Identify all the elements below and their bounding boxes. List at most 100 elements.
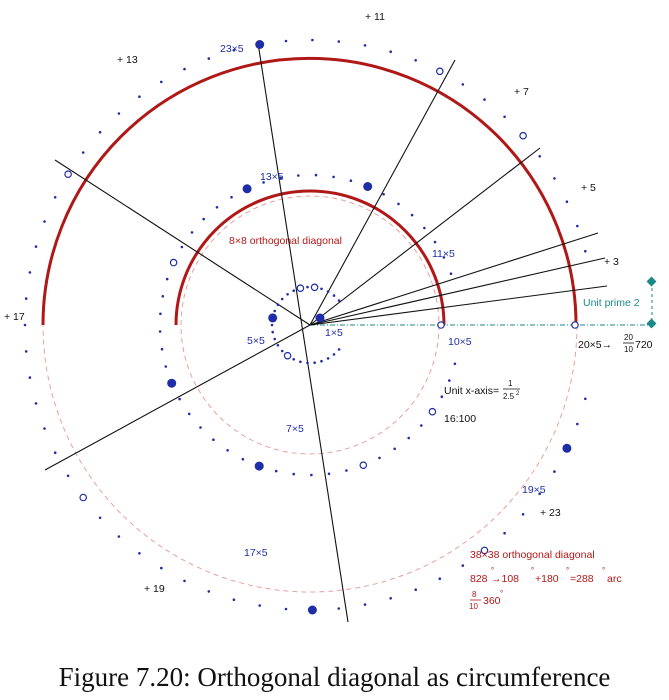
spiral-dot bbox=[438, 577, 442, 580]
diagonal-line bbox=[309, 147, 541, 326]
spiral-dot bbox=[576, 224, 579, 228]
spiral-dot-open bbox=[64, 170, 72, 179]
spiral-dot bbox=[180, 245, 184, 249]
product-label: 17×5 bbox=[244, 547, 268, 559]
spiral-dot bbox=[440, 395, 444, 399]
unit-prime-marker-bottom bbox=[646, 318, 657, 329]
spiral-dot bbox=[34, 245, 38, 248]
spiral-dot bbox=[28, 376, 32, 379]
spiral-dot bbox=[164, 365, 168, 368]
spiral-dot bbox=[292, 358, 296, 361]
prime-label: + 7 bbox=[514, 86, 529, 98]
spiral-dot bbox=[53, 196, 57, 199]
outer-arc bbox=[41, 57, 578, 326]
prime-label: + 19 bbox=[144, 583, 165, 595]
spiral-dot bbox=[389, 597, 393, 600]
spiral-dot bbox=[337, 40, 341, 43]
spiral-dot bbox=[389, 50, 393, 53]
spiral-dot bbox=[320, 287, 323, 291]
inner-arc bbox=[174, 189, 446, 326]
spiral-dot bbox=[414, 588, 418, 591]
spiral-dot bbox=[199, 426, 202, 429]
spiral-dot bbox=[313, 361, 316, 365]
spiral-dot bbox=[165, 277, 169, 281]
spiral-dot bbox=[241, 457, 245, 461]
spiral-dot bbox=[207, 590, 211, 593]
spiral-dot bbox=[284, 607, 288, 611]
spiral-dot bbox=[397, 202, 400, 206]
spiral-dot bbox=[138, 552, 141, 555]
diagonal-line bbox=[309, 59, 456, 326]
spiral-dot bbox=[273, 337, 277, 341]
diagonal-line bbox=[257, 42, 349, 623]
spiral-dot bbox=[202, 217, 205, 221]
x-axis-unit: Unit x-axis= 1 2.5 2 bbox=[444, 379, 520, 401]
degree-mark: ° bbox=[500, 589, 503, 598]
spiral-dot-open bbox=[310, 283, 319, 292]
product-labels: 23×5 13×5 11×5 1×5 5×5 7×5 10×5 19×5 17×… bbox=[220, 43, 546, 559]
arc-formula: 828 ° →108 ° +180 ° =288 ° arc 8 10 360 … bbox=[469, 566, 622, 611]
spiral-dot bbox=[299, 360, 302, 364]
product-label: 1×5 bbox=[325, 327, 343, 339]
spiral-dot bbox=[53, 451, 57, 455]
spiral-dot bbox=[461, 83, 465, 86]
spiral-dot bbox=[158, 330, 162, 333]
spiral-dot bbox=[178, 397, 181, 401]
spiral-dot bbox=[584, 249, 587, 253]
spiral-dot bbox=[24, 297, 28, 300]
spiral-dot bbox=[138, 95, 141, 98]
spiral-dot bbox=[24, 350, 28, 353]
x-axis-num: 1 bbox=[508, 379, 513, 388]
spiral-dot-filled bbox=[307, 605, 317, 615]
spiral-dot bbox=[378, 456, 381, 460]
spiral-dot bbox=[337, 299, 341, 302]
product-label: 7×5 bbox=[286, 423, 304, 435]
prime-label: + 5 bbox=[581, 182, 596, 194]
spiral-dot bbox=[230, 195, 233, 199]
spiral-dot bbox=[286, 293, 289, 296]
spiral-dot bbox=[161, 295, 165, 298]
spiral-dot bbox=[483, 98, 486, 101]
spiral-dot bbox=[212, 438, 215, 442]
spiral-dot bbox=[449, 272, 453, 276]
diagonal-line bbox=[44, 324, 311, 471]
spiral-dot bbox=[292, 472, 296, 476]
spiral-dot bbox=[160, 80, 163, 84]
degree-mark: ° bbox=[531, 566, 534, 575]
spiral-dot bbox=[190, 231, 194, 234]
spiral-dot bbox=[553, 470, 556, 473]
spiral-dot bbox=[363, 603, 367, 606]
arc-term: 360 bbox=[483, 595, 501, 607]
spiral-dots bbox=[23, 38, 587, 615]
prime-label: + 23 bbox=[540, 507, 561, 519]
spiral-dot bbox=[43, 220, 46, 223]
spiral-dot bbox=[117, 535, 121, 538]
spiral-dot-open bbox=[519, 131, 527, 140]
spiral-dot bbox=[332, 353, 336, 356]
product-label: 23×5 bbox=[220, 43, 244, 55]
spiral-dot bbox=[306, 285, 309, 289]
spiral-dot bbox=[410, 213, 414, 217]
spiral-dot bbox=[553, 177, 556, 180]
spiral-dot bbox=[310, 473, 313, 477]
spiral-dot bbox=[28, 271, 32, 274]
spiral-dot-open bbox=[283, 351, 292, 360]
diagonal-lines bbox=[44, 42, 608, 623]
spiral-dot bbox=[297, 174, 300, 177]
spiral-dot bbox=[453, 362, 457, 366]
spiral-dot-filled bbox=[255, 40, 265, 49]
spiral-dot bbox=[306, 361, 309, 365]
spiral-dot bbox=[226, 449, 229, 452]
spiral-dot-filled bbox=[562, 443, 572, 453]
spiral-dot bbox=[159, 312, 162, 316]
diagonal-line bbox=[309, 285, 608, 326]
fraction-numerator: 8 bbox=[472, 590, 477, 599]
spiral-dot bbox=[258, 604, 262, 607]
spiral-dot bbox=[538, 492, 541, 496]
spiral-dot bbox=[448, 379, 451, 382]
x-axis-prefix: Unit x-axis= bbox=[444, 385, 499, 397]
spiral-dot bbox=[43, 427, 46, 430]
diagonal-line bbox=[309, 232, 599, 326]
product-label: 5×5 bbox=[247, 335, 265, 347]
